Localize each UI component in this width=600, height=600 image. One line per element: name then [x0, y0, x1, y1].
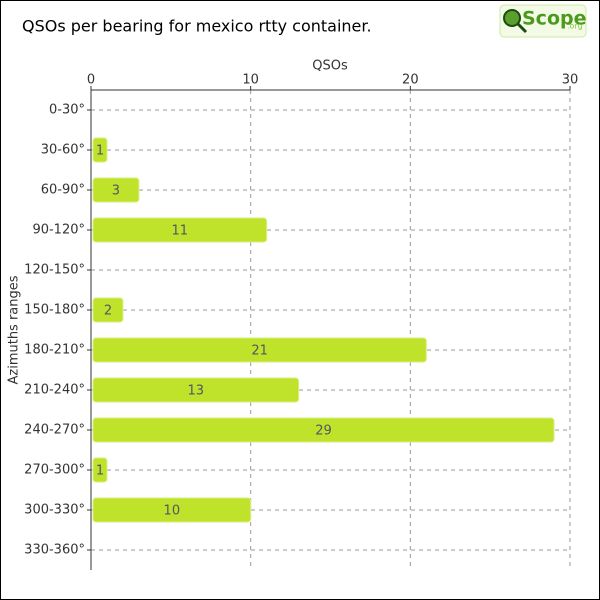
data-label: 11 [172, 224, 189, 239]
bar [92, 137, 108, 163]
y-axis-label: Azimuths ranges [7, 275, 22, 384]
chart-title: QSOs per bearing for mexico rtty contain… [22, 17, 372, 36]
y-tick-label: 210-240° [24, 383, 85, 398]
y-tick-label: 240-270° [24, 423, 85, 438]
data-label: 1 [96, 144, 104, 159]
y-tick-label: 30-60° [41, 143, 85, 158]
bar [92, 177, 140, 203]
y-tick-label: 0-30° [49, 103, 85, 118]
x-tick-label: 30 [562, 73, 579, 88]
data-label: 2 [104, 304, 112, 319]
bar [92, 377, 300, 403]
y-tick-label: 270-300° [24, 463, 85, 478]
y-tick-label: 180-210° [24, 343, 85, 358]
logo: Scope .org [499, 4, 587, 38]
logo-icon [503, 9, 521, 27]
y-tick-label: 330-360° [24, 543, 85, 558]
x-tick-label: 10 [242, 73, 259, 88]
bar [92, 217, 268, 243]
x-axis-label: QSOs [312, 59, 348, 74]
data-label: 13 [188, 384, 205, 399]
logo-text: Scope [522, 8, 587, 30]
data-label: 3 [112, 184, 120, 199]
y-tick-label: 300-330° [24, 503, 85, 518]
bar [92, 337, 427, 363]
bar [92, 497, 252, 523]
bar [92, 417, 555, 443]
bar [92, 457, 108, 483]
logo-handle [516, 22, 528, 34]
y-tick-label: 60-90° [41, 183, 85, 198]
logo-suffix: .org [567, 22, 583, 31]
data-label: 21 [251, 344, 268, 359]
x-tick-label: 0 [87, 73, 95, 88]
y-tick-label: 120-150° [24, 263, 85, 278]
bar [92, 297, 124, 323]
y-tick-label: 150-180° [24, 303, 85, 318]
y-tick-label: 90-120° [32, 223, 85, 238]
x-tick-label: 20 [402, 73, 419, 88]
data-label: 1 [96, 464, 104, 479]
data-label: 10 [164, 504, 181, 519]
data-label: 29 [315, 424, 332, 439]
